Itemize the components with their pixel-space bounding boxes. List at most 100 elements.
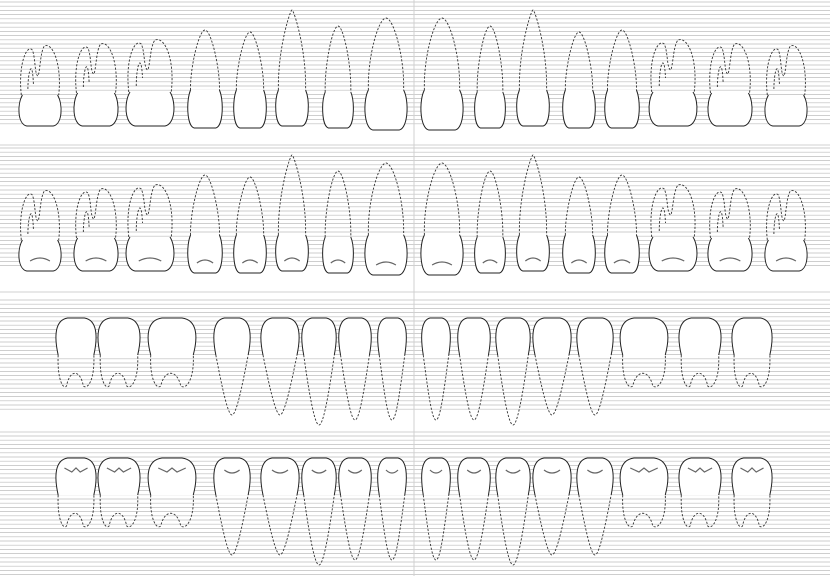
tooth-molar3[interactable] [731, 457, 773, 528]
tooth-molar2[interactable] [707, 188, 753, 272]
tooth-crown [377, 317, 407, 356]
tooth-premolar1[interactable] [260, 457, 300, 556]
tooth-premolar2[interactable] [576, 457, 614, 556]
tooth-incisor-central[interactable] [364, 17, 408, 131]
tooth-crown [233, 89, 267, 129]
tooth-premolar1[interactable] [233, 31, 267, 129]
occlusal-line [106, 467, 132, 473]
tooth-incisor-lateral[interactable] [457, 317, 491, 421]
tooth-canine[interactable] [495, 457, 531, 566]
tooth-root [733, 494, 771, 528]
tooth-root [422, 354, 450, 421]
tooth-molar1[interactable] [125, 39, 175, 127]
occlusal-line [482, 259, 498, 264]
tooth-incisor-central[interactable] [377, 457, 407, 561]
occlusal-line [330, 259, 346, 264]
tooth-root [75, 43, 117, 94]
tooth-molar3[interactable] [18, 45, 62, 127]
tooth-premolar2[interactable] [213, 317, 251, 416]
tooth-incisor-lateral[interactable] [474, 25, 506, 129]
tooth-canine[interactable] [516, 154, 550, 272]
tooth-incisor-central[interactable] [421, 457, 451, 561]
tooth-premolar1[interactable] [260, 317, 300, 416]
tooth-molar3[interactable] [764, 190, 808, 272]
tooth-premolar1[interactable] [233, 176, 267, 274]
root-canal [773, 68, 780, 90]
tooth-root [277, 154, 307, 236]
tooth-molar1[interactable] [619, 317, 669, 388]
tooth-molar3[interactable] [55, 317, 97, 388]
tooth-canine[interactable] [275, 9, 309, 127]
tooth-canine[interactable] [301, 317, 337, 426]
occlusal-line [241, 259, 259, 264]
tooth-premolar2[interactable] [604, 29, 640, 129]
tooth-canine[interactable] [516, 9, 550, 127]
tooth-row-upper-buccal [18, 9, 808, 131]
tooth-premolar1[interactable] [532, 317, 572, 416]
tooth-incisor-central[interactable] [421, 317, 451, 421]
tooth-premolar2[interactable] [187, 174, 223, 274]
tooth-incisor-lateral[interactable] [457, 457, 491, 561]
tooth-root [534, 494, 570, 556]
tooth-molar3[interactable] [731, 317, 773, 388]
tooth-canine[interactable] [301, 457, 337, 566]
tooth-root [564, 176, 594, 236]
tooth-root [578, 494, 612, 556]
tooth-incisor-central[interactable] [420, 17, 464, 131]
tooth-canine[interactable] [275, 154, 309, 272]
tooth-incisor-lateral[interactable] [338, 457, 372, 561]
tooth-molar2[interactable] [678, 457, 722, 528]
tooth-molar2[interactable] [73, 43, 119, 127]
tooth-root [235, 31, 265, 91]
tooth-incisor-central[interactable] [364, 162, 408, 276]
tooth-crown [260, 457, 300, 496]
tooth-incisor-central[interactable] [420, 162, 464, 276]
root-canal [135, 207, 143, 232]
tooth-incisor-lateral[interactable] [322, 170, 354, 274]
occlusal-line [385, 469, 399, 474]
tooth-crown [301, 317, 337, 356]
tooth-premolar1[interactable] [562, 176, 596, 274]
tooth-premolar1[interactable] [532, 457, 572, 556]
tooth-molar1[interactable] [648, 184, 698, 272]
tooth-molar2[interactable] [73, 188, 119, 272]
root-canal [716, 66, 724, 88]
occlusal-line [29, 257, 51, 262]
tooth-molar1[interactable] [648, 39, 698, 127]
tooth-crown [233, 234, 267, 274]
tooth-molar2[interactable] [678, 317, 722, 388]
tooth-premolar2[interactable] [187, 29, 223, 129]
tooth-root [367, 17, 405, 91]
tooth-root [324, 25, 352, 93]
tooth-incisor-lateral[interactable] [338, 317, 372, 421]
occlusal-line [431, 261, 453, 266]
tooth-crown [420, 234, 464, 276]
tooth-molar3[interactable] [764, 45, 808, 127]
tooth-incisor-lateral[interactable] [474, 170, 506, 274]
tooth-molar2[interactable] [97, 457, 141, 528]
root-canal [82, 66, 90, 88]
root-canal [27, 68, 34, 90]
occlusal-line [719, 257, 741, 262]
tooth-molar1[interactable] [147, 317, 197, 388]
tooth-crown [377, 457, 407, 496]
tooth-row-lower-lingual [55, 457, 773, 566]
tooth-molar1[interactable] [125, 184, 175, 272]
tooth-molar1[interactable] [619, 457, 669, 528]
tooth-molar3[interactable] [55, 457, 97, 528]
tooth-premolar1[interactable] [562, 31, 596, 129]
tooth-root [303, 494, 335, 566]
tooth-molar1[interactable] [147, 457, 197, 528]
tooth-crown [562, 234, 596, 274]
tooth-canine[interactable] [495, 317, 531, 426]
tooth-premolar2[interactable] [604, 174, 640, 274]
tooth-molar2[interactable] [707, 43, 753, 127]
tooth-root [378, 494, 406, 561]
tooth-incisor-lateral[interactable] [322, 25, 354, 129]
tooth-molar3[interactable] [18, 190, 62, 272]
tooth-molar2[interactable] [97, 317, 141, 388]
tooth-root [680, 354, 720, 388]
tooth-premolar2[interactable] [576, 317, 614, 416]
tooth-premolar2[interactable] [213, 457, 251, 556]
tooth-incisor-central[interactable] [377, 317, 407, 421]
